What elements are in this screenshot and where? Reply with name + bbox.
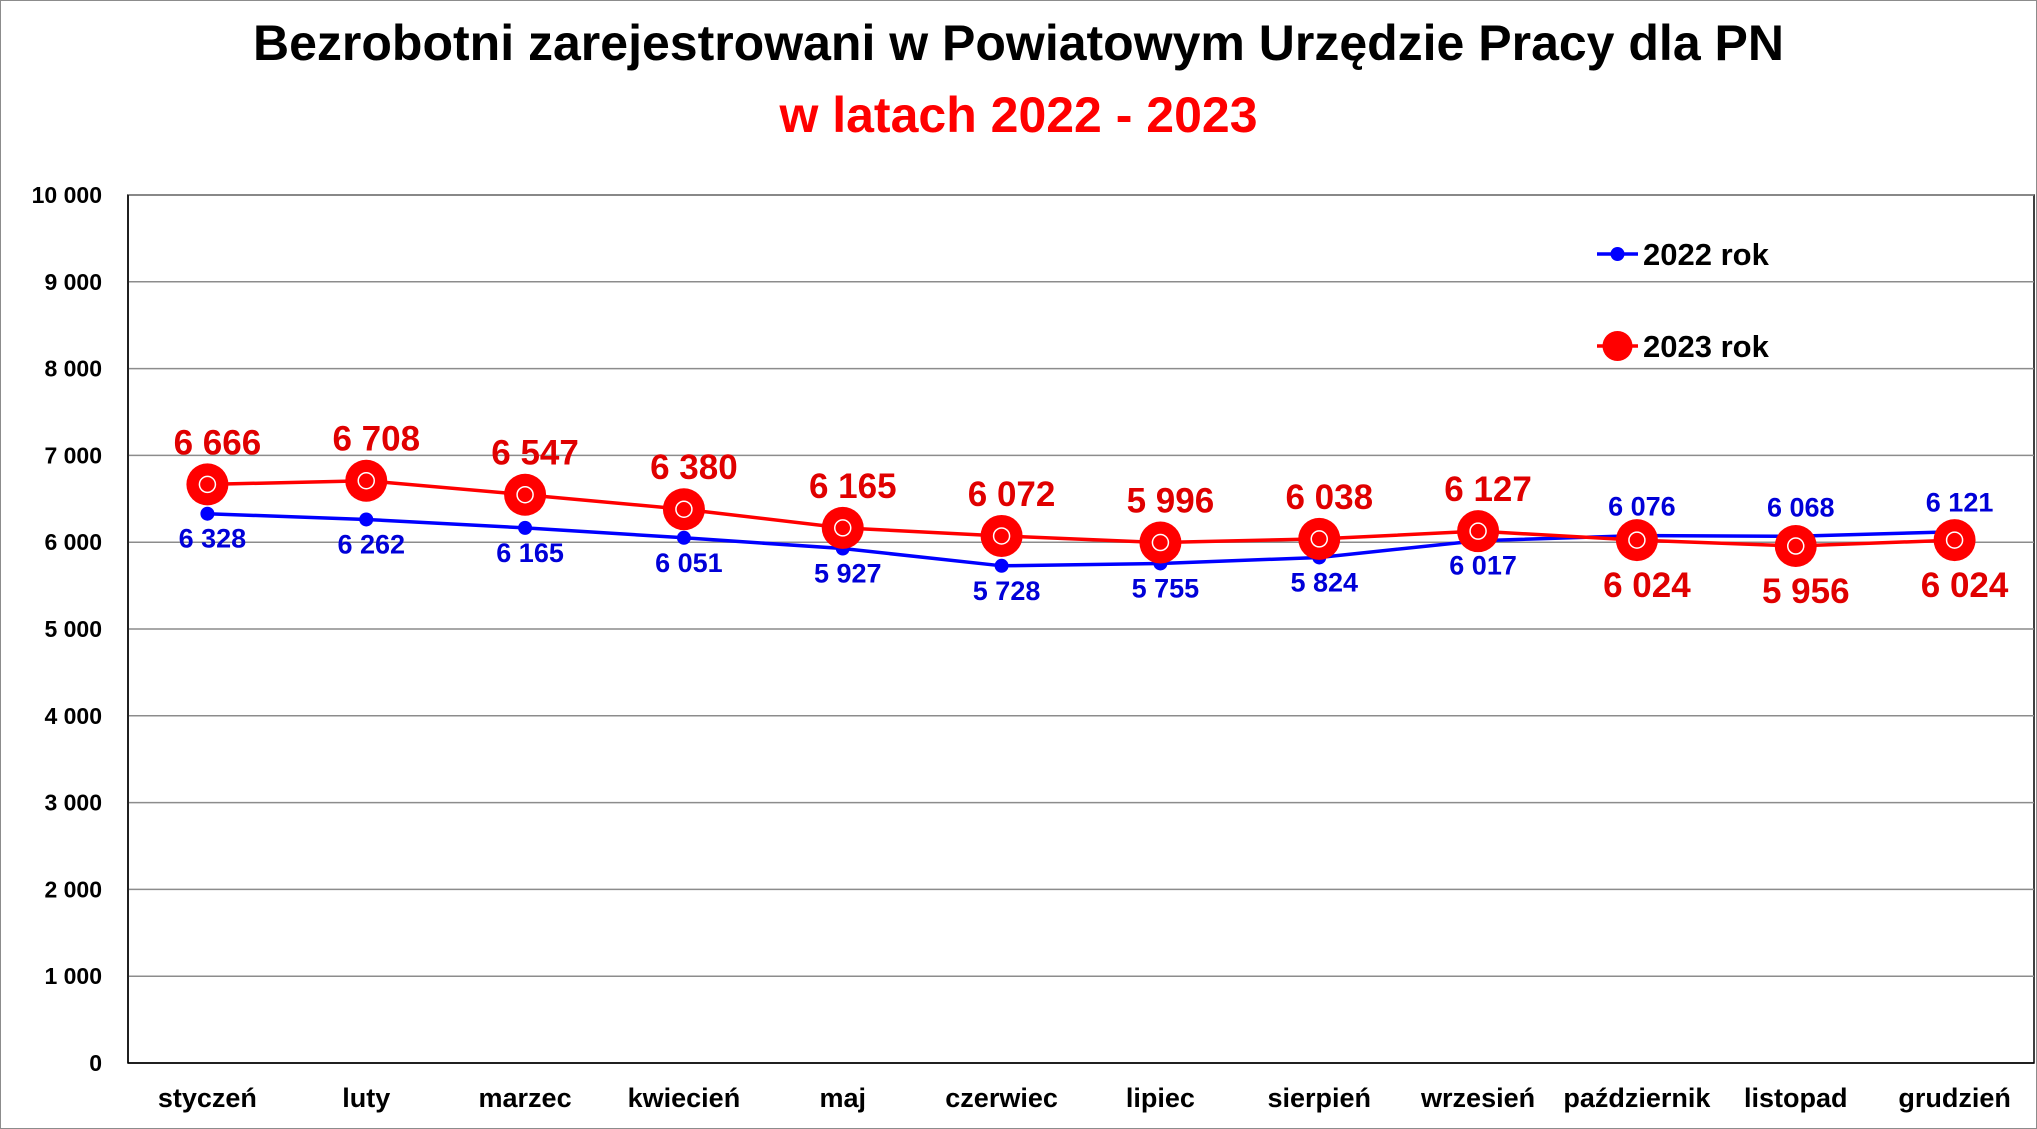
data-point-2023 xyxy=(821,506,864,549)
data-point-2023 xyxy=(980,514,1023,557)
data-label-2022: 6 262 xyxy=(337,529,405,559)
data-label-2023: 6 547 xyxy=(491,434,579,473)
data-label-2023: 6 708 xyxy=(332,420,420,459)
y-tick-label: 7 000 xyxy=(44,442,102,468)
x-tick-label: lipiec xyxy=(1126,1083,1195,1113)
data-label-2022: 6 076 xyxy=(1608,492,1676,522)
data-point-2023 xyxy=(662,488,705,531)
legend-marker-2022 xyxy=(1610,247,1625,261)
y-tick-label: 2 000 xyxy=(44,876,102,902)
data-label-2023: 6 127 xyxy=(1444,470,1532,509)
data-label-2023: 6 024 xyxy=(1921,566,2009,605)
y-tick-label: 10 000 xyxy=(32,182,102,208)
series-line-2022 xyxy=(207,511,1955,568)
series-line-2023 xyxy=(207,478,1955,548)
data-point-2023 xyxy=(1933,519,1976,562)
data-point-2023 xyxy=(1615,519,1658,562)
data-point-2022 xyxy=(359,512,374,527)
data-point-2023-ring xyxy=(1151,533,1170,552)
data-point-2023 xyxy=(345,459,388,502)
legend-marker-2023 xyxy=(1602,331,1633,361)
data-point-2022 xyxy=(518,520,533,535)
x-tick-label: wrzesień xyxy=(1420,1083,1535,1113)
x-tick-label: czerwiec xyxy=(945,1083,1058,1113)
y-tick-label: 0 xyxy=(89,1050,102,1076)
x-tick-label: maj xyxy=(819,1083,866,1113)
data-point-2023 xyxy=(1139,521,1182,564)
data-point-2023-ring xyxy=(992,527,1011,545)
data-point-2023 xyxy=(504,473,547,516)
data-label-2022: 6 068 xyxy=(1767,492,1835,522)
legend-label-2023: 2023 rok xyxy=(1643,329,1770,364)
data-label-2022: 6 017 xyxy=(1449,551,1517,581)
data-label-2023: 6 165 xyxy=(809,467,897,506)
data-point-2022 xyxy=(200,506,215,521)
data-label-2022: 6 328 xyxy=(179,524,247,554)
data-label-2023: 6 072 xyxy=(968,475,1056,514)
y-tick-label: 5 000 xyxy=(44,616,102,642)
data-point-2023 xyxy=(1774,525,1817,568)
data-label-2022: 6 165 xyxy=(496,538,564,568)
x-tick-label: styczeń xyxy=(158,1083,257,1113)
chart-subtitle: w latach 2022 - 2023 xyxy=(779,87,1258,143)
data-point-2023-ring xyxy=(198,475,217,494)
x-tick-label: sierpień xyxy=(1267,1083,1371,1113)
y-tick-label: 1 000 xyxy=(44,963,102,989)
data-point-2023-ring xyxy=(357,471,375,490)
x-tick-label: grudzień xyxy=(1898,1083,2011,1113)
data-label-2022: 5 755 xyxy=(1132,573,1200,603)
data-label-2023: 6 024 xyxy=(1603,566,1691,605)
y-tick-label: 6 000 xyxy=(44,529,102,555)
data-point-2023-ring xyxy=(1310,530,1328,548)
data-label-2023: 6 666 xyxy=(174,423,262,462)
data-point-2023-ring xyxy=(675,500,693,518)
data-label-2023: 6 380 xyxy=(650,448,738,487)
x-tick-label: kwiecień xyxy=(628,1083,741,1113)
data-point-2022 xyxy=(994,558,1009,573)
data-point-2023-ring xyxy=(1628,531,1646,549)
data-point-2023-ring xyxy=(1787,537,1805,555)
data-point-2023-ring xyxy=(1469,522,1487,540)
data-label-2023: 6 038 xyxy=(1285,478,1373,517)
data-point-2023 xyxy=(1457,510,1500,553)
data-label-2022: 6 121 xyxy=(1926,488,1994,518)
data-label-2022: 5 927 xyxy=(814,559,882,589)
data-point-2023-ring xyxy=(834,519,852,537)
data-label-2022: 5 728 xyxy=(973,576,1041,606)
chart-title: Bezrobotni zarejestrowani w Powiatowym U… xyxy=(253,15,1784,71)
y-tick-label: 8 000 xyxy=(44,356,102,382)
y-tick-label: 9 000 xyxy=(44,269,102,295)
data-label-2023: 5 996 xyxy=(1127,482,1215,521)
data-point-2023 xyxy=(1298,517,1341,560)
x-tick-label: październik xyxy=(1563,1083,1711,1113)
legend-label-2022: 2022 rok xyxy=(1643,237,1770,272)
data-label-2022: 6 051 xyxy=(655,548,723,578)
x-tick-label: luty xyxy=(342,1083,390,1113)
data-point-2023-ring xyxy=(1945,531,1964,549)
data-point-2023-ring xyxy=(516,485,534,504)
data-label-2023: 5 956 xyxy=(1762,572,1850,611)
data-point-2023 xyxy=(186,463,229,506)
data-label-2022: 5 824 xyxy=(1290,567,1358,597)
y-tick-label: 4 000 xyxy=(44,703,102,729)
data-point-2022 xyxy=(676,530,691,545)
x-tick-label: marzec xyxy=(479,1083,572,1113)
x-tick-label: listopad xyxy=(1744,1083,1848,1113)
y-tick-label: 3 000 xyxy=(44,790,102,816)
